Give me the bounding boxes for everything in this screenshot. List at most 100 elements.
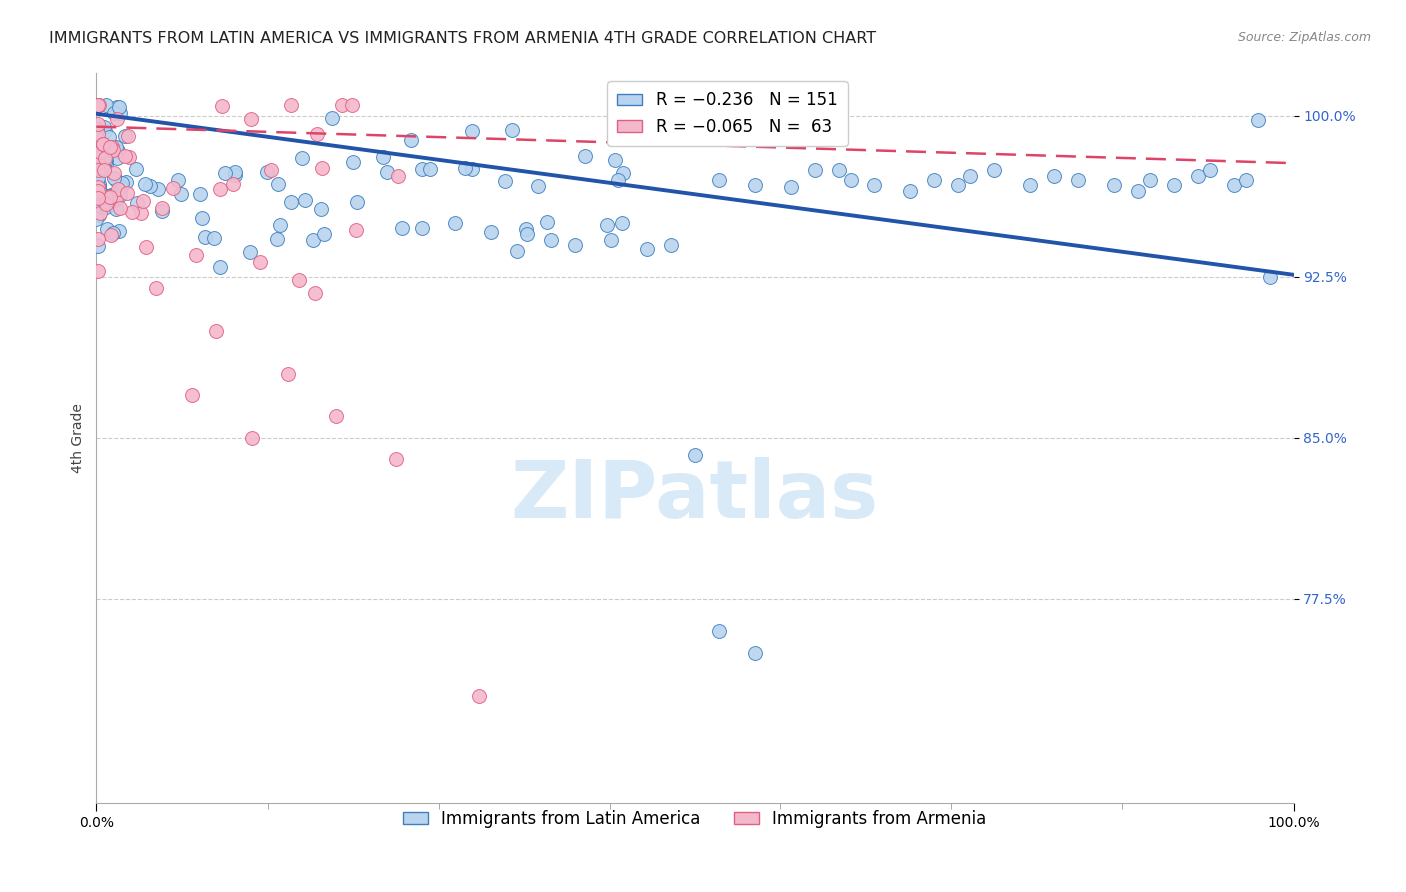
- Point: [1234, 173, 1257, 187]
- Point: [277, 367, 299, 381]
- Point: [110, 106, 132, 120]
- Point: [101, 140, 124, 154]
- Point: [94, 153, 117, 168]
- Point: [900, 184, 922, 198]
- Point: [516, 227, 538, 241]
- Point: [744, 646, 766, 660]
- Point: [108, 202, 131, 216]
- Point: [311, 161, 333, 176]
- Point: [89, 145, 111, 160]
- Point: [86, 189, 108, 203]
- Text: ZIPatlas: ZIPatlas: [510, 458, 879, 535]
- Point: [125, 161, 148, 176]
- Point: [86, 163, 108, 178]
- Point: [87, 98, 110, 112]
- Point: [1163, 178, 1185, 192]
- Point: [269, 219, 291, 233]
- Point: [612, 216, 634, 230]
- Point: [90, 148, 112, 162]
- Point: [114, 149, 136, 163]
- Point: [87, 264, 110, 278]
- Point: [86, 161, 108, 176]
- Point: [105, 152, 128, 166]
- Point: [1019, 178, 1042, 192]
- Point: [86, 186, 108, 201]
- Point: [86, 211, 108, 226]
- Point: [983, 162, 1005, 177]
- Point: [779, 179, 801, 194]
- Point: [100, 187, 122, 202]
- Point: [948, 178, 970, 192]
- Point: [86, 148, 108, 162]
- Point: [291, 151, 314, 165]
- Point: [86, 117, 108, 131]
- Point: [105, 112, 128, 127]
- Point: [105, 140, 128, 154]
- Point: [540, 234, 562, 248]
- Point: [93, 120, 115, 135]
- Point: [603, 153, 626, 167]
- Point: [110, 188, 132, 202]
- Point: [181, 388, 204, 402]
- Point: [222, 177, 245, 191]
- Point: [132, 194, 155, 208]
- Point: [267, 177, 290, 191]
- Point: [309, 202, 332, 217]
- Point: [959, 169, 981, 183]
- Point: [184, 248, 207, 262]
- Point: [209, 260, 232, 275]
- Point: [411, 161, 433, 176]
- Point: [103, 106, 125, 120]
- Point: [98, 140, 121, 154]
- Point: [86, 99, 108, 113]
- Point: [536, 214, 558, 228]
- Point: [110, 180, 132, 194]
- Point: [606, 173, 628, 187]
- Point: [103, 194, 125, 208]
- Point: [321, 111, 343, 125]
- Point: [87, 98, 110, 112]
- Point: [1067, 173, 1090, 187]
- Legend: Immigrants from Latin America, Immigrants from Armenia: Immigrants from Latin America, Immigrant…: [396, 804, 994, 835]
- Point: [346, 195, 368, 210]
- Point: [249, 254, 271, 268]
- Text: IMMIGRANTS FROM LATIN AMERICA VS IMMIGRANTS FROM ARMENIA 4TH GRADE CORRELATION C: IMMIGRANTS FROM LATIN AMERICA VS IMMIGRA…: [49, 31, 876, 46]
- Point: [86, 179, 108, 194]
- Point: [94, 200, 117, 214]
- Point: [150, 201, 173, 215]
- Point: [526, 178, 548, 193]
- Point: [87, 181, 110, 195]
- Point: [86, 174, 108, 188]
- Point: [105, 202, 128, 217]
- Point: [170, 186, 193, 201]
- Point: [224, 165, 246, 179]
- Y-axis label: 4th Grade: 4th Grade: [72, 403, 86, 473]
- Point: [114, 175, 136, 189]
- Point: [101, 226, 124, 240]
- Point: [280, 98, 302, 112]
- Point: [86, 164, 108, 178]
- Point: [342, 155, 364, 169]
- Point: [96, 222, 118, 236]
- Point: [96, 197, 118, 211]
- Point: [1198, 162, 1220, 177]
- Point: [240, 112, 263, 126]
- Point: [111, 176, 134, 190]
- Point: [377, 165, 399, 179]
- Point: [839, 173, 862, 187]
- Point: [87, 179, 110, 194]
- Point: [288, 272, 311, 286]
- Point: [107, 224, 129, 238]
- Point: [134, 177, 156, 191]
- Point: [93, 161, 115, 175]
- Point: [107, 182, 129, 196]
- Point: [105, 100, 128, 114]
- Point: [266, 232, 288, 246]
- Point: [94, 190, 117, 204]
- Point: [103, 166, 125, 180]
- Point: [87, 170, 110, 185]
- Point: [600, 234, 623, 248]
- Point: [194, 229, 217, 244]
- Point: [1222, 178, 1244, 192]
- Point: [93, 155, 115, 169]
